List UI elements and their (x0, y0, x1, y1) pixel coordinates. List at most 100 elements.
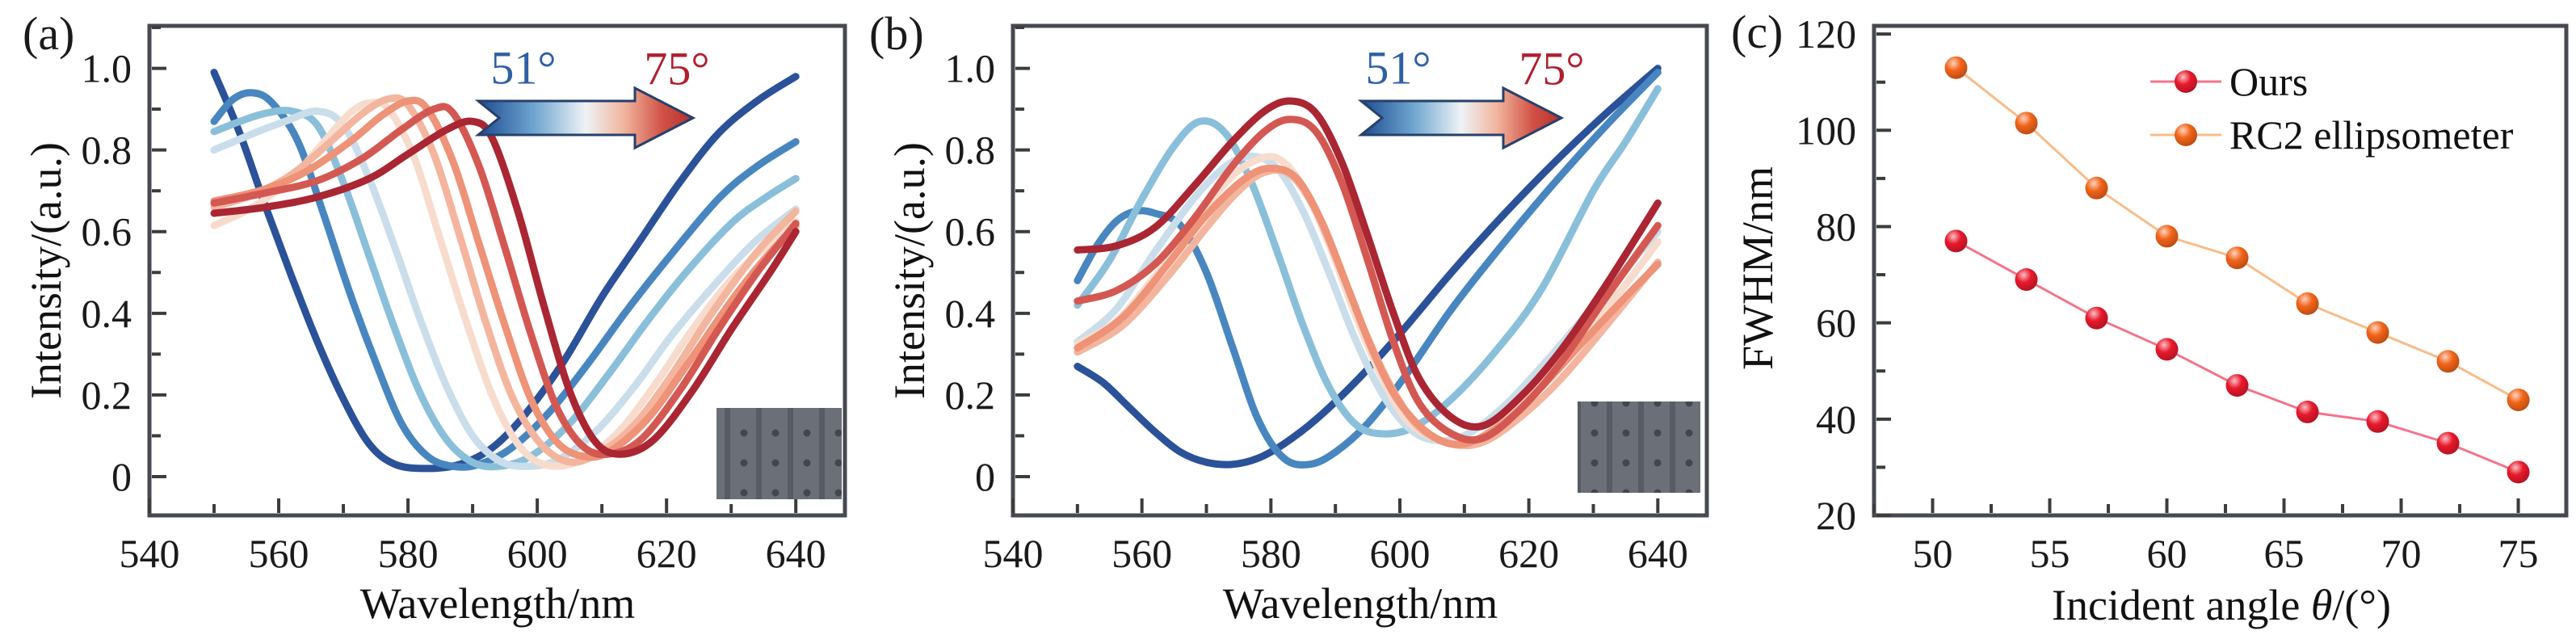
spectrum-curve-54° (1074, 69, 1662, 469)
spectrum-curve-72° (210, 103, 800, 459)
x-tick-label: 55 (2030, 531, 2070, 576)
data-point (2015, 111, 2038, 135)
spectrum-curve-75° (1074, 97, 1662, 431)
spectrum-curve-60° (210, 107, 800, 470)
data-point (2436, 431, 2460, 455)
y-tick-label: 0.4 (82, 291, 132, 336)
y-tick-label: 80 (1816, 204, 1856, 249)
angle-end-label-a: 75° (644, 42, 710, 95)
y-tick-label: 0 (111, 454, 132, 499)
angle-start-label-a: 51° (490, 41, 557, 95)
y-tick-label: 100 (1796, 107, 1856, 153)
data-point (2507, 388, 2530, 411)
x-axis-title-a: Wavelength/nm (359, 579, 636, 628)
x-tick-label: 540 (983, 531, 1044, 576)
data-point (2296, 292, 2319, 315)
sem-inset-texture (1578, 401, 1700, 493)
x-tick-label: 75 (2498, 531, 2539, 576)
panel-label-b: (b) (869, 7, 924, 60)
legend-label-ours: Ours (2229, 59, 2309, 104)
angle-gradient-arrow (474, 86, 696, 150)
data-point (2015, 268, 2038, 292)
panel-b: 540 560 580 600 620 640 0 0.2 0.4 0.6 0.8 1.0 (945, 23, 1709, 576)
x-tick-label: 600 (507, 531, 568, 576)
data-point (2436, 350, 2460, 373)
y-tick-label: 0.8 (82, 128, 132, 173)
x-tick-label: 620 (637, 531, 697, 576)
spectrum-curve-51° (1074, 65, 1662, 469)
y-axis-title-c: FWHM/nm (1733, 166, 1782, 371)
spectrum-curve-63° (1074, 153, 1662, 448)
x-axis-title-c-suffix: /(°) (2332, 581, 2391, 629)
x-tick-label: 580 (1241, 531, 1301, 576)
data-point (2366, 321, 2389, 344)
x-tick-label: 540 (120, 531, 180, 576)
y-tick-label: 0.2 (945, 372, 996, 418)
sem-inset-texture (716, 408, 842, 499)
angle-gradient-arrow (1357, 86, 1565, 150)
x-axis-title-c-prefix: Incident angle (2052, 581, 2311, 629)
data-point (2225, 246, 2249, 270)
legend-marker (2175, 124, 2197, 146)
spectrum-curve-63° (210, 99, 800, 470)
x-tick-label: 50 (1913, 531, 1953, 576)
x-tick-label: 600 (1369, 531, 1430, 576)
legend-label-rc2-ellipsometer: RC2 ellipsometer (2229, 112, 2514, 158)
x-axis-title-c-theta: θ (2310, 581, 2333, 629)
y-tick-label: 1.0 (945, 46, 996, 91)
x-tick-label: 560 (249, 531, 309, 576)
data-point (2366, 410, 2389, 433)
x-tick-label: 640 (766, 531, 826, 576)
spectrum-curve-75° (210, 117, 800, 458)
x-tick-label: 60 (2147, 531, 2187, 576)
data-point (1944, 229, 1968, 253)
x-tick-label: 65 (2264, 531, 2305, 576)
data-point (1944, 56, 1968, 79)
data-point (2507, 460, 2530, 484)
y-tick-label: 40 (1816, 397, 1856, 442)
y-tick-label: 0.6 (82, 209, 132, 254)
y-tick-label: 0 (975, 454, 995, 499)
y-tick-label: 120 (1796, 11, 1856, 57)
x-tick-label: 640 (1628, 531, 1688, 576)
panel-label-c: (c) (1731, 6, 1784, 58)
x-axis-title-c: Incident angle θ/(°) (2052, 580, 2391, 630)
y-axis-title-a: Intensity/(a.u.) (22, 142, 70, 399)
y-tick-label: 0.4 (945, 291, 996, 336)
legend-marker (2175, 70, 2197, 93)
y-tick-label: 1.0 (82, 46, 132, 91)
spectrum-curve-54° (210, 89, 800, 471)
y-tick-label: 0.6 (945, 209, 996, 254)
x-tick-label: 620 (1498, 531, 1559, 576)
data-point (2085, 176, 2108, 200)
angle-start-label-b: 51° (1365, 41, 1431, 95)
panel-c: 50 55 60 65 70 75 20 40 60 80 100 120 (1796, 11, 2569, 576)
spectrum-curve-66° (210, 94, 800, 466)
plot-box (1011, 23, 1709, 518)
plot-box (1872, 23, 2569, 518)
data-point (2225, 374, 2249, 397)
data-point (2296, 400, 2319, 423)
plot-box (147, 23, 847, 518)
x-tick-label: 70 (2381, 531, 2422, 576)
y-tick-label: 0.2 (82, 372, 132, 418)
data-point (2155, 338, 2179, 361)
x-tick-label: 560 (1112, 531, 1172, 576)
data-point (2155, 225, 2179, 248)
spectrum-curve-57° (1074, 85, 1662, 438)
panel-a: 540 560 580 600 620 640 0 0.2 0.4 0.6 0.8 1.0 (82, 23, 847, 576)
angle-end-label-b: 75° (1519, 42, 1585, 95)
data-point (2085, 306, 2108, 330)
y-tick-label: 0.8 (945, 128, 996, 173)
y-axis-title-b: Intensity/(a.u.) (885, 142, 934, 399)
y-tick-label: 60 (1816, 301, 1856, 346)
spectrum-curve-60° (1074, 152, 1662, 445)
spectrum-curve-69° (1074, 164, 1662, 448)
x-axis-title-b: Wavelength/nm (1222, 579, 1498, 628)
spectrum-curve-66° (1074, 166, 1662, 450)
y-tick-label: 20 (1816, 493, 1856, 538)
spectrum-curve-69° (210, 96, 800, 461)
x-tick-label: 580 (378, 531, 439, 576)
